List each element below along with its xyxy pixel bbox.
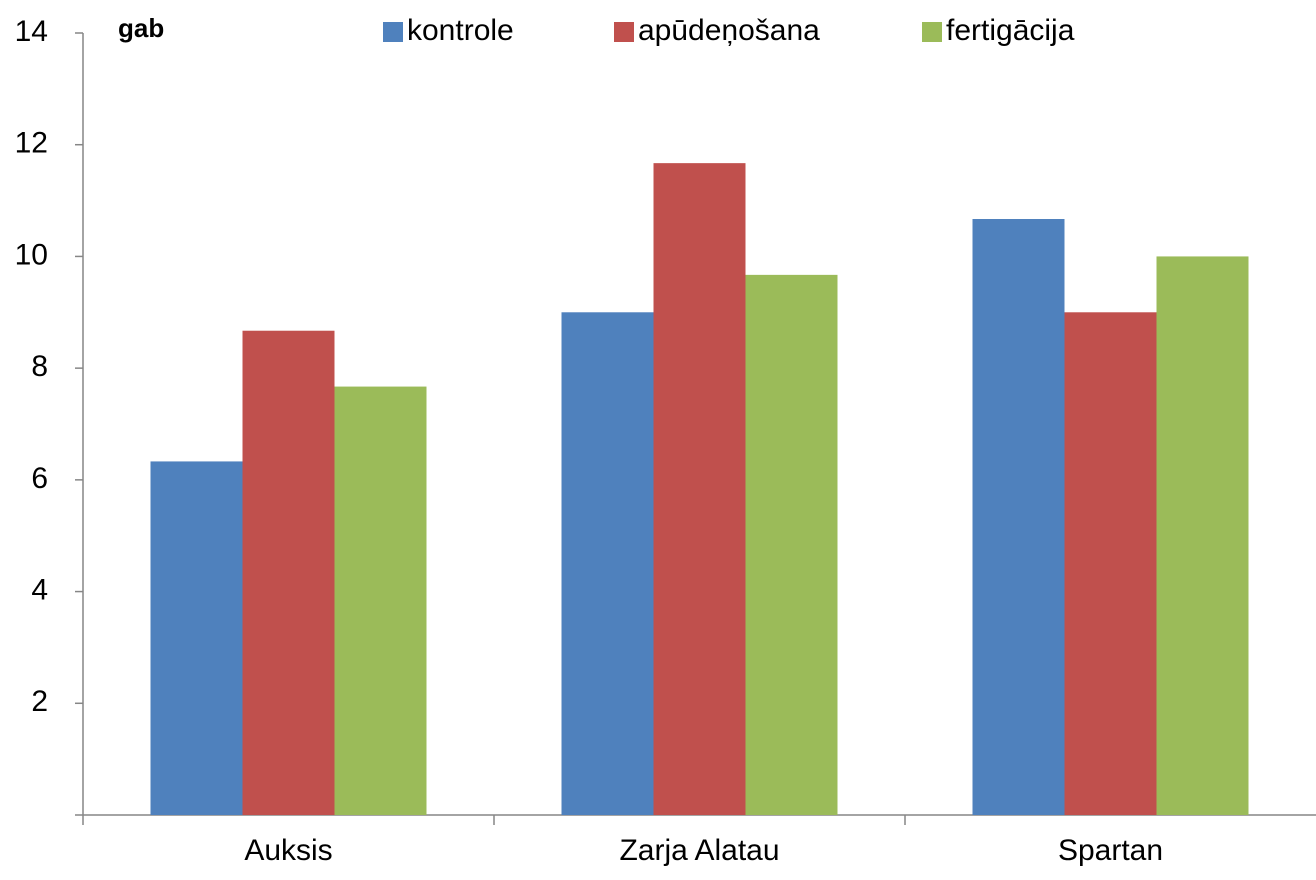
y-tick-label: 10 [15,238,48,271]
legend-swatch [383,22,403,42]
bar [745,274,838,815]
bar [653,163,746,815]
bar [1064,312,1157,815]
bar [150,461,243,815]
y-axis-label: gab [118,13,164,43]
legend-label: kontrole [407,14,514,47]
y-tick-label: 4 [31,573,48,606]
legend-swatch [922,22,942,42]
legend-swatch [614,22,634,42]
y-tick-label: 12 [15,127,48,160]
bar [972,219,1065,816]
bar [334,386,427,815]
y-tick-label: 14 [15,15,48,48]
legend-label: apūdeņošana [638,14,820,47]
y-tick-label: 2 [31,685,48,718]
y-tick-label: 6 [31,462,48,495]
bar [1156,256,1249,815]
y-tick-label: 8 [31,350,48,383]
bar [242,330,335,815]
x-tick-label: Zarja Alatau [619,834,779,867]
x-tick-label: Auksis [244,834,332,867]
x-tick-label: Spartan [1058,834,1163,867]
bar [561,312,654,815]
legend-label: fertigācija [946,14,1075,47]
